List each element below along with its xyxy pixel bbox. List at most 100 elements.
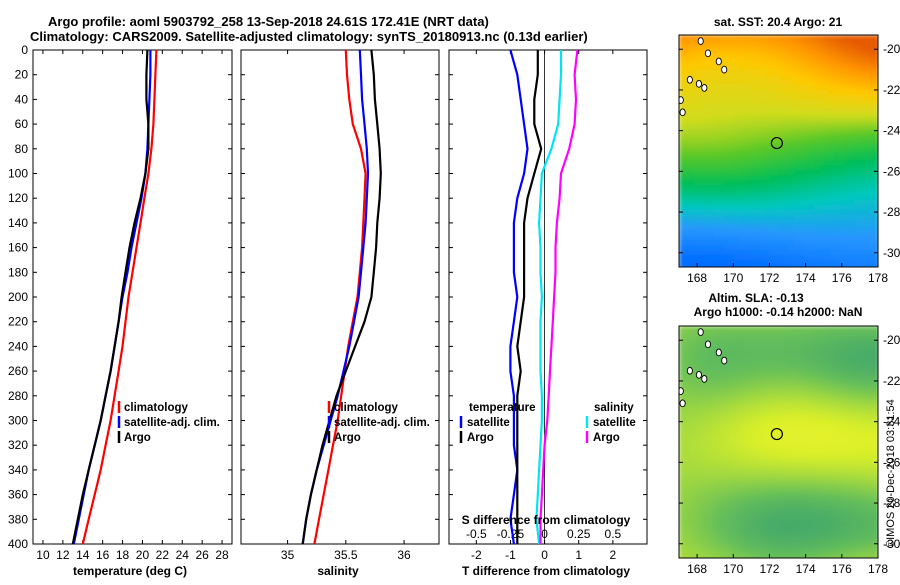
map-cell xyxy=(714,200,720,206)
map-cell xyxy=(709,501,715,507)
map-cell xyxy=(784,215,790,221)
map-cell xyxy=(859,326,865,332)
map-cell xyxy=(789,406,795,412)
map-cell xyxy=(769,496,775,502)
map-cell xyxy=(844,185,850,191)
map-cell xyxy=(769,381,775,387)
map-cell xyxy=(734,541,740,547)
map-cell xyxy=(804,501,810,507)
map-cell xyxy=(814,356,820,362)
map-cell xyxy=(804,140,810,146)
map-cell xyxy=(799,225,805,231)
map-cell xyxy=(729,356,735,362)
map-cell xyxy=(744,396,750,402)
map-cell xyxy=(714,456,720,462)
map-cell xyxy=(804,215,810,221)
map-cell xyxy=(754,80,760,86)
map-cell xyxy=(864,60,870,66)
map-cell xyxy=(684,341,690,347)
map-cell xyxy=(729,55,735,61)
map-cell xyxy=(749,441,755,447)
map-cell xyxy=(769,260,775,266)
map-cell xyxy=(744,250,750,256)
map-cell xyxy=(689,95,695,101)
map-cell xyxy=(744,326,750,332)
map-cell xyxy=(744,65,750,71)
map-cell xyxy=(774,486,780,492)
map-cell xyxy=(764,90,770,96)
map-cell xyxy=(814,115,820,121)
map-cell xyxy=(679,491,685,497)
map-cell xyxy=(704,391,710,397)
map-cell xyxy=(804,250,810,256)
map-cell xyxy=(689,341,695,347)
map-cell xyxy=(859,150,865,156)
map-cell xyxy=(694,351,700,357)
map-cell xyxy=(729,396,735,402)
map-cell xyxy=(679,235,685,241)
map-cell xyxy=(729,496,735,502)
map-cell xyxy=(769,506,775,512)
map-cell xyxy=(839,120,845,126)
map-cell xyxy=(819,260,825,266)
sla-map-title: Altim. SLA: -0.13 xyxy=(708,291,804,305)
map-cell xyxy=(739,150,745,156)
map-cell xyxy=(784,421,790,427)
map-cell xyxy=(794,145,800,151)
map-cell xyxy=(849,451,855,457)
map-cell xyxy=(809,190,815,196)
map-cell xyxy=(684,60,690,66)
map-cell xyxy=(849,421,855,427)
map-cell xyxy=(824,50,830,56)
map-cell xyxy=(729,431,735,437)
map-cell xyxy=(699,145,705,151)
map-cell xyxy=(804,421,810,427)
map-cell xyxy=(859,521,865,527)
map-cell xyxy=(734,481,740,487)
map-cell xyxy=(764,441,770,447)
map-cell xyxy=(744,546,750,552)
map-cell xyxy=(834,391,840,397)
map-cell xyxy=(859,406,865,412)
map-cell xyxy=(704,195,710,201)
map-cell xyxy=(679,60,685,66)
map-cell xyxy=(824,145,830,151)
map-cell xyxy=(694,175,700,181)
map-cell xyxy=(864,55,870,61)
map-cell xyxy=(814,45,820,51)
map-cell xyxy=(834,356,840,362)
map-cell xyxy=(744,486,750,492)
map-cell xyxy=(794,140,800,146)
map-cell xyxy=(824,60,830,66)
temperature-panel: 10 12 14 16 18 20 22 24 26 28 temperature (deg C)… xyxy=(32,49,233,578)
map-cell xyxy=(789,200,795,206)
map-cell xyxy=(844,451,850,457)
map-cell xyxy=(844,366,850,372)
map-cell xyxy=(829,170,835,176)
map-cell xyxy=(789,401,795,407)
map-cell xyxy=(699,165,705,171)
map-cell xyxy=(794,346,800,352)
map-cell xyxy=(849,356,855,362)
map-cell xyxy=(724,506,730,512)
map-cell xyxy=(694,531,700,537)
map-cell xyxy=(779,461,785,467)
map-cell xyxy=(849,40,855,46)
map-cell xyxy=(799,150,805,156)
map-cell xyxy=(854,65,860,71)
map-cell xyxy=(769,110,775,116)
map-cell xyxy=(759,110,765,116)
map-cell xyxy=(819,85,825,91)
map-cell xyxy=(839,215,845,221)
map-cell xyxy=(804,235,810,241)
map-cell xyxy=(794,371,800,377)
map-cell xyxy=(719,205,725,211)
map-cell xyxy=(729,391,735,397)
argo-position-marker xyxy=(770,136,783,150)
map-cell xyxy=(844,35,850,41)
map-cell xyxy=(774,401,780,407)
map-cell xyxy=(809,526,815,532)
map-cell xyxy=(854,376,860,382)
map-cell xyxy=(749,235,755,241)
map-cell xyxy=(854,55,860,61)
